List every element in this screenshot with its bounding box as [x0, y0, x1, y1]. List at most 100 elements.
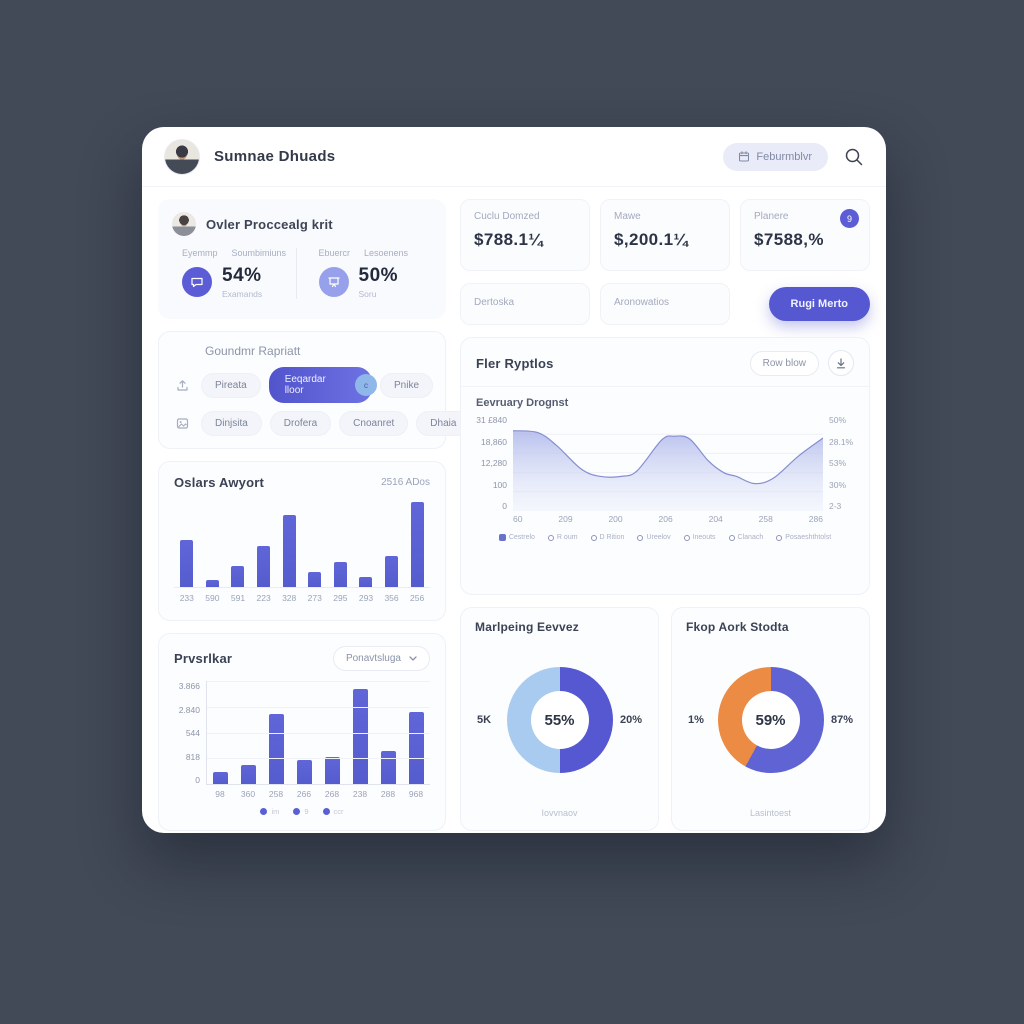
donut-title: Marlpeing Eevvez	[475, 620, 579, 634]
bar	[241, 765, 257, 784]
filter-chip[interactable]: Drofera	[269, 411, 332, 436]
y-tick-label: 28.1%	[829, 436, 854, 447]
primary-action-button[interactable]: Rugi Merto	[768, 287, 870, 321]
y-tick-label: 31 £840	[476, 415, 507, 425]
filter-title: Goundmr Rapriatt	[205, 344, 301, 358]
stat-value: 54%	[222, 265, 262, 286]
secondary-chart-legend: im 9 ccr	[174, 807, 430, 816]
download-button[interactable]	[828, 350, 854, 376]
legend-label: ccr	[333, 807, 344, 816]
bar	[324, 757, 340, 784]
y-tick-label: 30%	[829, 479, 847, 490]
user-avatar[interactable]	[164, 138, 200, 175]
legend-label: Ureelov	[646, 534, 671, 541]
download-icon	[836, 357, 846, 368]
secondary-bar-chart	[206, 681, 430, 785]
bar-column	[328, 502, 354, 587]
legend-label: Posaeshthtolst	[785, 534, 832, 541]
x-tick-label: 60	[513, 514, 523, 524]
bar-column	[374, 681, 402, 784]
period-selector-button[interactable]: Feburmblvr	[723, 142, 828, 171]
mini-card-1: Dertoska	[460, 283, 590, 325]
stat-card-value: $,200.1¼	[614, 230, 689, 249]
orders-chart-title: Oslars Awyort	[174, 475, 265, 490]
gridline	[207, 758, 430, 760]
bar-label: 256	[410, 593, 425, 603]
presentation-icon	[318, 267, 349, 297]
search-icon[interactable]	[844, 147, 864, 167]
legend-icon	[498, 534, 506, 541]
filter-chip[interactable]: Pireata	[201, 372, 261, 398]
y-tick-label: 18,860	[481, 436, 507, 447]
stat-card-label: Cuclu Domzed	[474, 211, 540, 222]
stat-label: Soumbimiuns	[231, 248, 287, 258]
bar	[380, 751, 396, 784]
y-tick-label: 818	[185, 751, 200, 762]
bar-label: 590	[205, 593, 220, 603]
bar-label: 258	[268, 789, 284, 799]
filter-chip[interactable]: Cnoanret	[339, 411, 409, 436]
legend-label: Clanach	[737, 534, 764, 541]
orders-bar-chart	[174, 502, 430, 588]
filter-chip[interactable]: Pnike	[379, 372, 433, 398]
bar-column	[263, 681, 291, 784]
x-tick-label: 206	[658, 514, 673, 524]
legend-item: Clanach	[728, 534, 764, 541]
chart-filter-dropdown[interactable]: Ponavtsluga	[332, 646, 430, 671]
stat-card-1: Cuclu Domzed $788.1¼	[460, 199, 590, 271]
x-tick-label: 200	[608, 514, 623, 524]
stat-label: Lesoenens	[364, 248, 409, 258]
donut-right-label: 87%	[830, 714, 853, 726]
header: Sumnae Dhuads Feburmblvr	[142, 127, 886, 187]
profile-stat-1: Eyemmp Soumbimiuns 54% Examands	[172, 248, 296, 299]
area-y-labels-left: 31 £840 18,860 12,280 100 0	[469, 415, 513, 511]
bar-column	[291, 681, 319, 784]
bar-label: 98	[215, 789, 225, 799]
stat-card-label: Planere	[754, 211, 789, 222]
area-panel-filter-button[interactable]: Row blow	[749, 350, 819, 376]
stat-value: 50%	[358, 265, 399, 286]
toggle-knob[interactable]: c	[354, 374, 377, 396]
secondary-chart-title: Prvsrlkar	[174, 651, 233, 666]
bar-column	[225, 502, 251, 587]
donut-right-label: 20%	[619, 714, 642, 726]
legend-icon	[728, 534, 735, 541]
legend-dot-icon	[293, 808, 301, 815]
orders-chart-total: 2516 ADos	[381, 477, 430, 488]
area-chart-panel: Fler Ryptlos Row blow Eevruary Drognst 3…	[460, 337, 870, 595]
bar-column	[346, 681, 374, 784]
stat-card-label: Mawe	[614, 211, 641, 222]
y-tick-label: 12,280	[481, 458, 507, 468]
profile-stat-2: Ebuercr Lesoenens 50% Soru	[295, 248, 433, 299]
marketing-donut-chart	[506, 667, 613, 773]
bar	[213, 771, 229, 784]
stat-card-badge[interactable]: 9	[840, 209, 859, 228]
bar-label: 266	[296, 789, 312, 799]
donut-left-label: 5K	[477, 714, 492, 726]
profile-avatar[interactable]	[172, 212, 196, 236]
y-tick-label: 2.840	[178, 704, 200, 715]
x-tick-label: 204	[708, 514, 723, 524]
donut-title: Fkop Aork Stodta	[686, 620, 789, 634]
legend-item: ccr	[322, 807, 344, 816]
mini-cards-row: Dertoska Aronowatios Rugi Merto	[460, 283, 870, 325]
dashboard-body: Ovler Proccealg krit Eyemmp Soumbimiuns	[142, 187, 886, 833]
legend-icon	[776, 534, 783, 541]
bar-column	[235, 681, 263, 784]
filter-toggle[interactable]: Eeqardar lloor c	[268, 367, 377, 403]
legend-icon	[637, 534, 644, 541]
bar-label: 288	[380, 789, 396, 799]
bar-column	[353, 502, 379, 587]
bar-label: 295	[333, 593, 348, 603]
profile-summary-panel: Ovler Proccealg krit Eyemmp Soumbimiuns	[158, 199, 446, 319]
filter-chip[interactable]: Dinjsita	[201, 411, 262, 436]
bar-label: 273	[307, 593, 322, 603]
stat-sub: Soru	[358, 289, 377, 299]
bar	[408, 711, 424, 784]
area-y-labels-right: 50% 28.1% 53% 30% 2-3	[823, 415, 859, 511]
bar	[205, 580, 219, 587]
donut-center-label: 55%	[544, 711, 575, 729]
legend-item: Ureelov	[637, 534, 671, 541]
chat-icon	[182, 267, 212, 297]
y-tick-label: 0	[195, 775, 200, 785]
